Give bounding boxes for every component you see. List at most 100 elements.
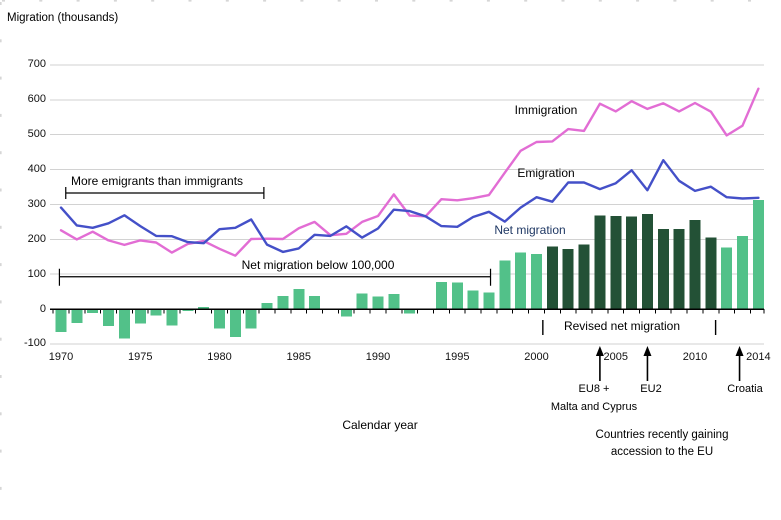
net-migration-bar-1975 bbox=[134, 309, 146, 324]
edge-mark-top bbox=[673, 0, 677, 2]
edge-mark-top bbox=[375, 0, 378, 2]
edge-mark-top bbox=[2, 0, 5, 2]
accession-arrow-head bbox=[595, 346, 604, 356]
y-tick-label-200: 200 bbox=[27, 232, 46, 245]
net-migration-bar-2005 bbox=[610, 215, 622, 310]
net-migration-bar-2011 bbox=[705, 237, 717, 310]
net-migration-bar-1984 bbox=[277, 296, 289, 310]
net-migration-bar-1972 bbox=[87, 309, 99, 313]
x-tick-label-2005: 2005 bbox=[603, 351, 628, 363]
x-tick-label-1975: 1975 bbox=[128, 351, 153, 363]
more-emigrants-bracket bbox=[65, 187, 265, 199]
y-tick-label-400: 400 bbox=[27, 163, 46, 176]
net-migration-bar-1986 bbox=[309, 296, 321, 310]
edge-mark-left bbox=[0, 151, 2, 155]
net-migration-bar-1989 bbox=[356, 293, 368, 310]
net-migration-bar-1976 bbox=[150, 309, 162, 316]
net-migration-bar-1994 bbox=[435, 282, 447, 310]
edge-mark-left bbox=[0, 337, 2, 341]
net-migration-bar-1978 bbox=[182, 309, 194, 311]
net-migration-bar-2014 bbox=[752, 199, 764, 310]
emigration-line bbox=[59, 158, 760, 254]
y-axis-title: Migration (thousands) bbox=[7, 12, 119, 24]
x-tick-label-1985: 1985 bbox=[286, 351, 311, 363]
x-tick-label-2010: 2010 bbox=[682, 351, 708, 363]
accession-arrow-head bbox=[643, 346, 652, 356]
net-migration-bar-2012 bbox=[721, 247, 733, 310]
x-tick-label-1990: 1990 bbox=[365, 351, 391, 363]
edge-mark-left bbox=[0, 449, 2, 453]
net-migration-bar-1990 bbox=[372, 296, 384, 310]
x-tick-label-1970: 1970 bbox=[48, 351, 74, 363]
more-emigrants-annotation: More emigrants than immigrants bbox=[71, 174, 244, 188]
net-migration-bar-1985 bbox=[293, 288, 305, 310]
net-migration-bar-2013 bbox=[737, 236, 749, 310]
net-migration-bar-2009 bbox=[673, 229, 685, 310]
edge-mark-top bbox=[151, 0, 155, 2]
edge-mark-left bbox=[0, 188, 2, 192]
y-tick-label-100: 100 bbox=[27, 267, 46, 280]
edge-mark-top bbox=[188, 0, 192, 2]
edge-mark-left bbox=[0, 76, 2, 80]
edge-mark-left bbox=[0, 113, 2, 117]
edge-mark-top bbox=[561, 0, 565, 2]
edge-mark-top bbox=[263, 0, 267, 2]
y-tick-label-300: 300 bbox=[27, 197, 46, 210]
net-migration-bar-1971 bbox=[71, 309, 83, 324]
edge-mark-left bbox=[0, 486, 2, 490]
edge-mark-top bbox=[337, 0, 341, 2]
net-migration-bar-2001 bbox=[546, 246, 558, 310]
edge-mark-left bbox=[0, 39, 2, 43]
net-migration-bar-1981 bbox=[229, 309, 241, 337]
net-migration-bar-2003 bbox=[578, 244, 590, 310]
edge-mark-top bbox=[225, 0, 229, 2]
y-tick-label-600: 600 bbox=[27, 93, 46, 106]
edge-mark-top bbox=[113, 0, 117, 2]
croatia-event-label: Croatia bbox=[727, 383, 763, 395]
edge-mark-left bbox=[0, 300, 2, 304]
y-tick-label--100: -100 bbox=[23, 337, 46, 350]
immigration-series-label: Immigration bbox=[514, 103, 578, 117]
edge-mark-left bbox=[0, 225, 2, 229]
x-tick-label-1995: 1995 bbox=[445, 351, 470, 363]
net-migration-bar-1982 bbox=[245, 309, 257, 329]
emigration-series-label: Emigration bbox=[517, 166, 575, 180]
edge-mark-top bbox=[76, 0, 80, 2]
net-migration-bar-2007 bbox=[641, 213, 653, 310]
x-axis-title: Calendar year bbox=[342, 418, 418, 432]
net-migration-bar-1997 bbox=[483, 292, 495, 310]
net-migration-bar-1995 bbox=[451, 282, 463, 310]
accession-caption-line2: accession to the EU bbox=[610, 446, 714, 458]
edge-mark-left bbox=[0, 263, 2, 267]
y-tick-label-0: 0 bbox=[39, 302, 46, 315]
net-migration-bar-1974 bbox=[118, 309, 130, 339]
net-migration-bar-2000 bbox=[531, 253, 542, 310]
net-migration-bar-1996 bbox=[467, 290, 479, 310]
net-migration-bar-1977 bbox=[166, 309, 178, 326]
net-migration-bar-2008 bbox=[657, 229, 669, 310]
edge-mark-top bbox=[449, 0, 453, 2]
net-migration-bar-1992 bbox=[404, 309, 416, 314]
net-migration-bar-1999 bbox=[515, 252, 527, 310]
edge-mark-top bbox=[39, 0, 43, 2]
edge-mark-top bbox=[300, 0, 304, 2]
edge-mark-left bbox=[0, 412, 2, 416]
below-100k-annotation: Net migration below 100,000 bbox=[241, 258, 395, 272]
y-tick-label-700: 700 bbox=[27, 58, 46, 71]
accession-arrow-head bbox=[735, 346, 744, 356]
net-migration-bar-1998 bbox=[499, 260, 511, 310]
edge-mark-top bbox=[524, 0, 528, 2]
net-migration-bar-2002 bbox=[562, 249, 574, 310]
net-migration-bar-2006 bbox=[626, 216, 638, 310]
x-tick-label-2014: 2014 bbox=[746, 351, 771, 363]
immigration-line bbox=[59, 87, 760, 257]
eu8-event-label-line1: EU8 + bbox=[578, 383, 610, 395]
edge-mark-left bbox=[0, 2, 2, 5]
net-migration-bar-1979 bbox=[198, 307, 210, 310]
edge-mark-top bbox=[412, 0, 416, 2]
edge-mark-top bbox=[748, 0, 751, 2]
below-100k-bracket bbox=[58, 268, 492, 286]
y-tick-label-500: 500 bbox=[27, 128, 46, 141]
